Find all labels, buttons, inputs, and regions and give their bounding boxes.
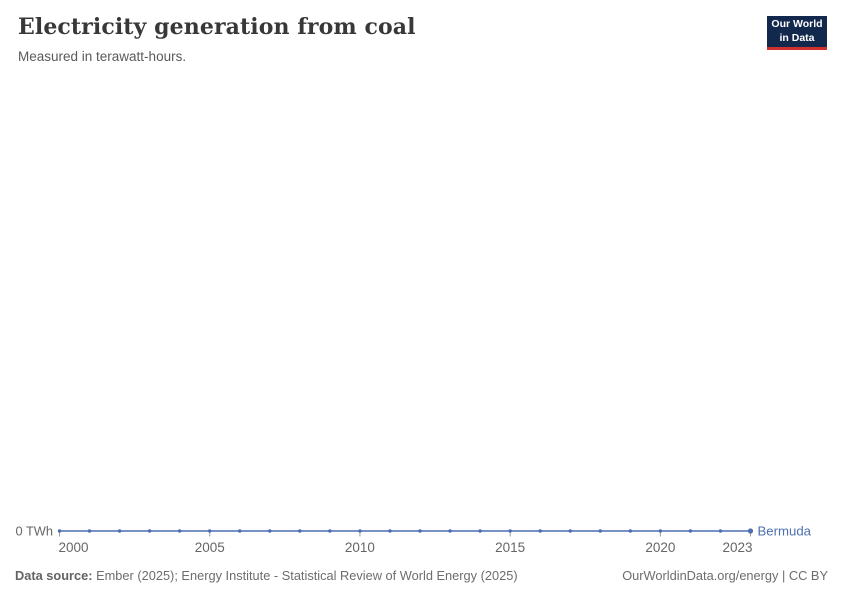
data-source-label: Data source:	[15, 568, 93, 583]
footer-link[interactable]: OurWorldinData.org/energy | CC BY	[622, 568, 828, 583]
data-point[interactable]	[538, 529, 542, 533]
data-source-note: Data source: Ember (2025); Energy Instit…	[15, 568, 518, 583]
data-point[interactable]	[688, 529, 693, 533]
data-point[interactable]	[87, 529, 92, 533]
chart-footer: Data source: Ember (2025); Energy Instit…	[15, 568, 828, 583]
data-point[interactable]	[508, 529, 512, 533]
data-point[interactable]	[598, 529, 602, 533]
data-point[interactable]	[418, 529, 422, 533]
data-point[interactable]	[238, 529, 242, 533]
x-tick-label: 2010	[345, 540, 375, 555]
series-label[interactable]: Bermuda	[758, 524, 812, 539]
x-tick-label: 2000	[59, 540, 89, 555]
data-point[interactable]	[388, 529, 392, 533]
data-point[interactable]	[658, 529, 663, 533]
data-point[interactable]	[568, 529, 572, 533]
data-point[interactable]	[177, 529, 182, 533]
y-axis-label: 0 TWh	[16, 524, 53, 539]
data-point[interactable]	[358, 529, 362, 533]
data-point[interactable]	[298, 529, 302, 533]
chart-header: Electricity generation from coal Measure…	[18, 14, 740, 64]
x-tick-label: 2015	[495, 540, 525, 555]
data-point[interactable]	[718, 529, 723, 533]
x-tick-label: 2023	[722, 540, 752, 555]
owid-logo[interactable]: Our World in Data	[767, 16, 827, 50]
data-point[interactable]	[328, 529, 332, 533]
owid-logo-line1: Our World	[771, 18, 823, 31]
data-point[interactable]	[268, 529, 272, 533]
data-point[interactable]	[628, 529, 633, 533]
data-source-text: Ember (2025); Energy Institute - Statist…	[92, 568, 518, 583]
x-tick-label: 2020	[645, 540, 675, 555]
data-point[interactable]	[747, 528, 754, 534]
data-point[interactable]	[478, 529, 482, 533]
data-point[interactable]	[448, 529, 452, 533]
chart-subtitle: Measured in terawatt-hours.	[18, 49, 187, 64]
data-point[interactable]	[208, 529, 212, 533]
data-point[interactable]	[117, 529, 122, 533]
data-point[interactable]	[57, 529, 62, 533]
x-tick-label: 2005	[195, 540, 225, 555]
chart-title: Electricity generation from coal	[18, 14, 416, 40]
data-point[interactable]	[147, 529, 152, 533]
owid-logo-line2: in Data	[779, 31, 815, 44]
